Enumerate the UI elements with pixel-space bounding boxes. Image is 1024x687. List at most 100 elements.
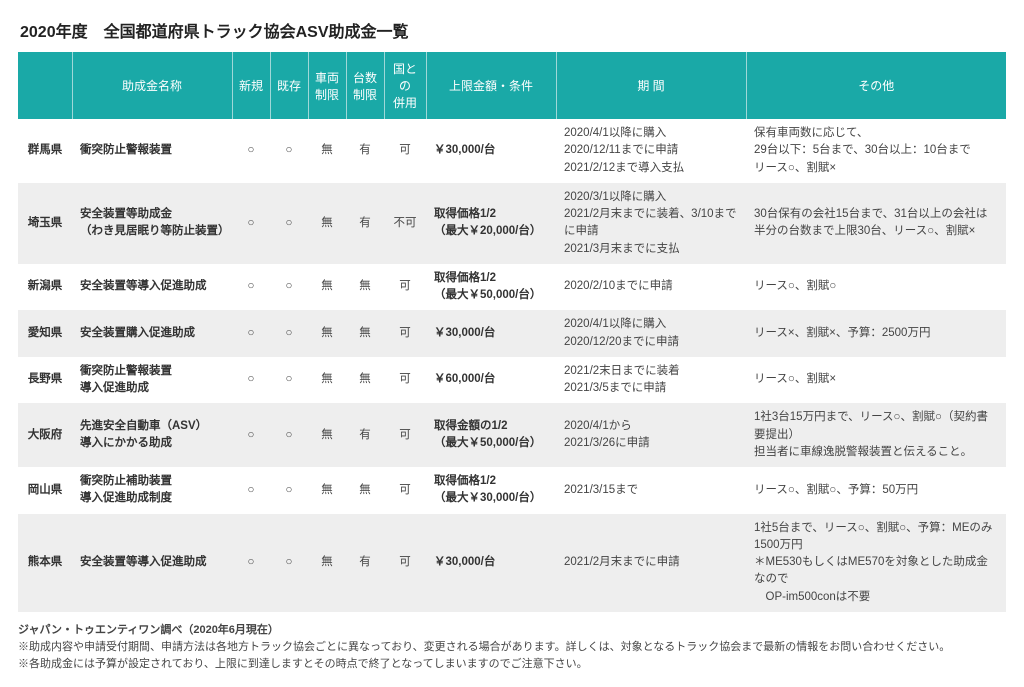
footer-source: ジャパン・トゥエンティワン調べ（2020年6月現在） xyxy=(18,622,1006,639)
cell-new: ○ xyxy=(232,514,270,612)
subsidy-table: 助成金名称 新規 既存 車両制限 台数制限 国との併用 上限金額・条件 期 間 … xyxy=(18,52,1006,612)
cell-numlimit: 無 xyxy=(346,357,384,404)
cell-upper: ￥30,000/台 xyxy=(426,514,556,612)
col-name: 助成金名称 xyxy=(72,52,232,119)
footer-note-2: ※各助成金には予算が設定されており、上限に到達しますとその時点で終了となってしま… xyxy=(18,656,1006,673)
table-row: 埼玉県安全装置等助成金（わき見居眠り等防止装置）○○無有不可取得価格1/2（最大… xyxy=(18,183,1006,264)
cell-name: 衝突防止警報装置導入促進助成 xyxy=(72,357,232,404)
page-title: 2020年度 全国都道府県トラック協会ASV助成金一覧 xyxy=(20,18,1006,42)
cell-vehlimit: 無 xyxy=(308,467,346,514)
cell-pref: 熊本県 xyxy=(18,514,72,612)
cell-vehlimit: 無 xyxy=(308,264,346,311)
col-other: その他 xyxy=(746,52,1006,119)
cell-other: リース○、割賦○、予算：50万円 xyxy=(746,467,1006,514)
cell-new: ○ xyxy=(232,310,270,357)
cell-pref: 新潟県 xyxy=(18,264,72,311)
cell-exist: ○ xyxy=(270,403,308,467)
col-pref xyxy=(18,52,72,119)
col-new: 新規 xyxy=(232,52,270,119)
cell-other: 1社3台15万円まで、リース○、割賦○（契約書要提出）担当者に車線逸脱警報装置と… xyxy=(746,403,1006,467)
cell-upper: ￥30,000/台 xyxy=(426,310,556,357)
cell-numlimit: 有 xyxy=(346,119,384,183)
cell-period: 2021/2月末までに申請 xyxy=(556,514,746,612)
cell-other: リース○、割賦× xyxy=(746,357,1006,404)
cell-other: 保有車両数に応じて、29台以下：5台まで、30台以上：10台までリース○、割賦× xyxy=(746,119,1006,183)
cell-period: 2020/4/1以降に購入2020/12/20までに申請 xyxy=(556,310,746,357)
table-row: 大阪府先進安全自動車（ASV）導入にかかる助成○○無有可取得金額の1/2（最大￥… xyxy=(18,403,1006,467)
cell-exist: ○ xyxy=(270,357,308,404)
cell-combine: 可 xyxy=(384,514,426,612)
cell-new: ○ xyxy=(232,467,270,514)
cell-name: 安全装置等導入促進助成 xyxy=(72,514,232,612)
cell-exist: ○ xyxy=(270,264,308,311)
cell-vehlimit: 無 xyxy=(308,183,346,264)
cell-period: 2020/4/1以降に購入2020/12/11までに申請2021/2/12まで導… xyxy=(556,119,746,183)
cell-vehlimit: 無 xyxy=(308,357,346,404)
cell-numlimit: 無 xyxy=(346,310,384,357)
cell-combine: 可 xyxy=(384,119,426,183)
cell-period: 2020/3/1以降に購入2021/2月末までに装着、3/10までに申請2021… xyxy=(556,183,746,264)
cell-combine: 可 xyxy=(384,357,426,404)
cell-name: 衝突防止警報装置 xyxy=(72,119,232,183)
cell-period: 2021/3/15まで xyxy=(556,467,746,514)
cell-upper: 取得金額の1/2（最大￥50,000/台） xyxy=(426,403,556,467)
cell-combine: 不可 xyxy=(384,183,426,264)
cell-new: ○ xyxy=(232,183,270,264)
cell-pref: 群馬県 xyxy=(18,119,72,183)
table-header-row: 助成金名称 新規 既存 車両制限 台数制限 国との併用 上限金額・条件 期 間 … xyxy=(18,52,1006,119)
cell-name: 安全装置購入促進助成 xyxy=(72,310,232,357)
footer: ジャパン・トゥエンティワン調べ（2020年6月現在） ※助成内容や申請受付期間、… xyxy=(18,622,1006,673)
col-exist: 既存 xyxy=(270,52,308,119)
cell-exist: ○ xyxy=(270,514,308,612)
cell-combine: 可 xyxy=(384,264,426,311)
cell-upper: ￥60,000/台 xyxy=(426,357,556,404)
table-row: 熊本県安全装置等導入促進助成○○無有可￥30,000/台2021/2月末までに申… xyxy=(18,514,1006,612)
cell-new: ○ xyxy=(232,264,270,311)
cell-pref: 大阪府 xyxy=(18,403,72,467)
cell-upper: ￥30,000/台 xyxy=(426,119,556,183)
table-row: 群馬県衝突防止警報装置○○無有可￥30,000/台2020/4/1以降に購入20… xyxy=(18,119,1006,183)
cell-combine: 可 xyxy=(384,467,426,514)
cell-upper: 取得価格1/2（最大￥50,000/台） xyxy=(426,264,556,311)
cell-other: リース○、割賦○ xyxy=(746,264,1006,311)
cell-vehlimit: 無 xyxy=(308,119,346,183)
cell-exist: ○ xyxy=(270,183,308,264)
cell-combine: 可 xyxy=(384,310,426,357)
cell-new: ○ xyxy=(232,119,270,183)
col-numlimit: 台数制限 xyxy=(346,52,384,119)
cell-pref: 愛知県 xyxy=(18,310,72,357)
cell-vehlimit: 無 xyxy=(308,403,346,467)
cell-other: 30台保有の会社15台まで、31台以上の会社は半分の台数まで上限30台、リース○… xyxy=(746,183,1006,264)
cell-other: 1社5台まで、リース○、割賦○、予算：MEのみ1500万円＊ME530もしくはM… xyxy=(746,514,1006,612)
cell-pref: 長野県 xyxy=(18,357,72,404)
cell-period: 2020/2/10までに申請 xyxy=(556,264,746,311)
col-combine: 国との併用 xyxy=(384,52,426,119)
cell-name: 衝突防止補助装置導入促進助成制度 xyxy=(72,467,232,514)
cell-numlimit: 有 xyxy=(346,514,384,612)
cell-period: 2020/4/1から2021/3/26に申請 xyxy=(556,403,746,467)
cell-name: 安全装置等導入促進助成 xyxy=(72,264,232,311)
cell-numlimit: 有 xyxy=(346,403,384,467)
cell-pref: 埼玉県 xyxy=(18,183,72,264)
cell-combine: 可 xyxy=(384,403,426,467)
cell-upper: 取得価格1/2（最大￥20,000/台） xyxy=(426,183,556,264)
cell-new: ○ xyxy=(232,357,270,404)
table-row: 長野県衝突防止警報装置導入促進助成○○無無可￥60,000/台2021/2末日ま… xyxy=(18,357,1006,404)
cell-exist: ○ xyxy=(270,119,308,183)
cell-pref: 岡山県 xyxy=(18,467,72,514)
cell-exist: ○ xyxy=(270,310,308,357)
cell-numlimit: 有 xyxy=(346,183,384,264)
cell-new: ○ xyxy=(232,403,270,467)
footer-note-1: ※助成内容や申請受付期間、申請方法は各地方トラック協会ごとに異なっており、変更さ… xyxy=(18,639,1006,656)
cell-name: 安全装置等助成金（わき見居眠り等防止装置） xyxy=(72,183,232,264)
cell-numlimit: 無 xyxy=(346,264,384,311)
cell-name: 先進安全自動車（ASV）導入にかかる助成 xyxy=(72,403,232,467)
table-row: 愛知県安全装置購入促進助成○○無無可￥30,000/台2020/4/1以降に購入… xyxy=(18,310,1006,357)
table-row: 新潟県安全装置等導入促進助成○○無無可取得価格1/2（最大￥50,000/台）2… xyxy=(18,264,1006,311)
col-period: 期 間 xyxy=(556,52,746,119)
cell-vehlimit: 無 xyxy=(308,514,346,612)
cell-exist: ○ xyxy=(270,467,308,514)
cell-period: 2021/2末日までに装着2021/3/5までに申請 xyxy=(556,357,746,404)
cell-numlimit: 無 xyxy=(346,467,384,514)
cell-other: リース×、割賦×、予算：2500万円 xyxy=(746,310,1006,357)
